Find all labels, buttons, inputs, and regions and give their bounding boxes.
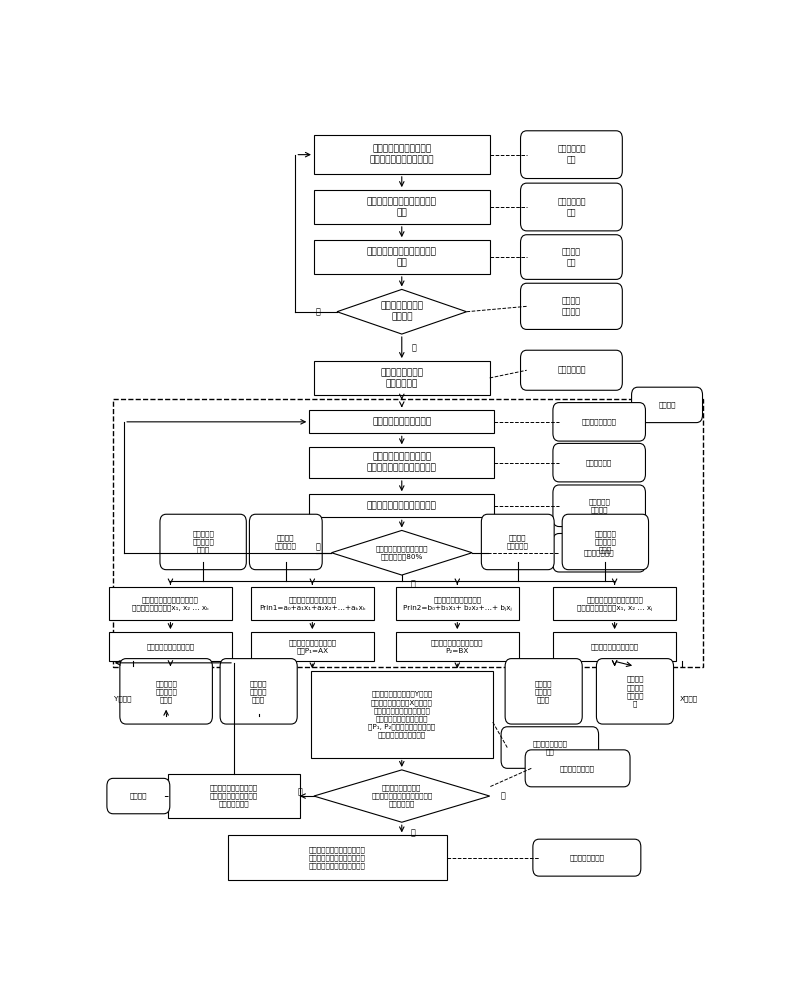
FancyBboxPatch shape (107, 778, 170, 814)
Text: 否: 否 (411, 829, 416, 838)
Text: 实时显示第一主成分和第
二主成分所生成坐标处于
封闭区域的位置: 实时显示第一主成分和第 二主成分所生成坐标处于 封闭区域的位置 (210, 785, 258, 807)
Text: 根据设定条件判断
目前所处工序: 根据设定条件判断 目前所处工序 (380, 368, 423, 388)
Text: 当前工序: 当前工序 (658, 402, 676, 408)
Text: 得出第二主成分表达式：
Prin2=b₀+b₁x₁+ b₂x₂+…+ bⱼxⱼ: 得出第二主成分表达式： Prin2=b₀+b₁x₁+ b₂x₂+…+ bⱼxⱼ (403, 597, 512, 611)
FancyBboxPatch shape (228, 835, 447, 880)
Text: 判断两个主成分累积贡献率
是否大于等于80%: 判断两个主成分累积贡献率 是否大于等于80% (376, 545, 428, 560)
Text: 确定第一
主成分步骤: 确定第一 主成分步骤 (275, 535, 297, 549)
Text: 寻找第一主成分和第二主成分: 寻找第一主成分和第二主成分 (367, 501, 437, 510)
Text: 显示步骤: 显示步骤 (130, 793, 147, 799)
Text: 获取第一主成分表达式中所涉
及变量的实时数据：x₁, x₂ … xₖ: 获取第一主成分表达式中所涉 及变量的实时数据：x₁, x₂ … xₖ (132, 596, 209, 611)
Text: 带入历史数据计算得分矩
阵：P₁=AX: 带入历史数据计算得分矩 阵：P₁=AX (288, 639, 337, 654)
FancyBboxPatch shape (314, 135, 490, 174)
Text: 计算第二
主成分得
分步骤: 计算第二 主成分得 分步骤 (535, 680, 552, 703)
Text: 数据存储
步骤: 数据存储 步骤 (562, 247, 581, 267)
Text: 计算第一主成分实时得分: 计算第一主成分实时得分 (146, 643, 194, 650)
FancyBboxPatch shape (249, 514, 322, 570)
FancyBboxPatch shape (553, 632, 677, 661)
FancyBboxPatch shape (553, 533, 646, 572)
FancyBboxPatch shape (521, 131, 622, 179)
Text: 获取第二主
成分实时数
据步骤: 获取第二主 成分实时数 据步骤 (595, 531, 616, 553)
FancyBboxPatch shape (482, 514, 554, 570)
FancyBboxPatch shape (525, 750, 630, 787)
Polygon shape (314, 770, 490, 822)
FancyBboxPatch shape (251, 587, 374, 620)
FancyBboxPatch shape (553, 443, 646, 482)
Text: 生产计划输入
步骤: 生产计划输入 步骤 (557, 145, 586, 165)
FancyBboxPatch shape (309, 447, 494, 478)
Text: 运行模式报警步骤: 运行模式报警步骤 (569, 854, 604, 861)
FancyBboxPatch shape (314, 361, 490, 395)
FancyBboxPatch shape (533, 839, 641, 876)
Text: X坐标值: X坐标值 (680, 696, 698, 702)
Text: 数据清洗步骤: 数据清洗步骤 (586, 459, 612, 466)
Text: 确定工序步骤: 确定工序步骤 (557, 366, 586, 375)
FancyBboxPatch shape (553, 485, 646, 527)
Text: 计算第二主成分得分矩阵：
P₂=BX: 计算第二主成分得分矩阵： P₂=BX (431, 640, 483, 654)
Text: 是: 是 (298, 788, 302, 797)
FancyBboxPatch shape (120, 659, 213, 724)
FancyBboxPatch shape (501, 727, 599, 768)
Text: 否: 否 (412, 343, 416, 352)
Text: Y坐标值: Y坐标值 (114, 696, 131, 702)
Text: 确定第二
主成分步骤: 确定第二 主成分步骤 (507, 535, 529, 549)
FancyBboxPatch shape (309, 410, 494, 433)
Text: 获取历史数据步骤: 获取历史数据步骤 (582, 419, 617, 425)
FancyBboxPatch shape (396, 632, 519, 661)
FancyBboxPatch shape (521, 283, 622, 329)
FancyBboxPatch shape (521, 235, 622, 279)
FancyBboxPatch shape (596, 659, 673, 724)
Text: 获取第一主
成分实时数
据步骤: 获取第一主 成分实时数 据步骤 (192, 531, 214, 553)
FancyBboxPatch shape (251, 632, 374, 661)
Text: 删除历史数据中的异常值
（非正常生产状态下的数据）: 删除历史数据中的异常值 （非正常生产状态下的数据） (367, 453, 437, 473)
Text: 判断贡献率步骤: 判断贡献率步骤 (584, 549, 615, 556)
FancyBboxPatch shape (168, 774, 300, 818)
FancyBboxPatch shape (521, 183, 622, 231)
Text: 否: 否 (315, 542, 320, 551)
Text: 计算第一主
成分实时得
分步骤: 计算第一主 成分实时得 分步骤 (155, 680, 177, 703)
Text: 从数据库中获取历史数据: 从数据库中获取历史数据 (373, 417, 431, 426)
FancyBboxPatch shape (109, 587, 232, 620)
Text: 等待生产计划输入步骤：
等待某牌号产品的生产指令: 等待生产计划输入步骤： 等待某牌号产品的生产指令 (369, 145, 434, 165)
Text: 基于第一主成分（对应Y坐标）
和第二主成分（对应X坐标）得
分计算结果画出二维散点图，
并连接各点后得到封闭区域
（P₁, P₂），该区域即为处于正
常生产状态: 基于第一主成分（对应Y坐标） 和第二主成分（对应X坐标）得 分计算结果画出二维散… (369, 691, 435, 738)
FancyBboxPatch shape (310, 671, 493, 758)
Text: 生成正常运行模式
步骤: 生成正常运行模式 步骤 (533, 740, 568, 755)
Text: 计算第二
主成分实
时得分步
骤: 计算第二 主成分实 时得分步 骤 (626, 676, 644, 707)
FancyBboxPatch shape (314, 190, 490, 224)
Text: 得出第一主成分表达式：
Prin1=a₀+a₁x₁+a₂x₂+…+aₖxₖ: 得出第一主成分表达式： Prin1=a₀+a₁x₁+a₂x₂+…+aₖxₖ (259, 597, 366, 611)
Text: 是: 是 (411, 580, 416, 589)
Polygon shape (331, 530, 472, 575)
Text: 计算第二主成分实时得分: 计算第二主成分实时得分 (591, 643, 638, 650)
Text: 是: 是 (316, 307, 321, 316)
Text: 多变量主元
分析步骤: 多变量主元 分析步骤 (588, 498, 610, 513)
Text: 初始条件设置
步骤: 初始条件设置 步骤 (557, 197, 586, 217)
Text: 获取实时数据并存储形成历史
数据: 获取实时数据并存储形成历史 数据 (367, 247, 437, 267)
FancyBboxPatch shape (505, 659, 582, 724)
FancyBboxPatch shape (220, 659, 297, 724)
FancyBboxPatch shape (396, 587, 519, 620)
FancyBboxPatch shape (521, 350, 622, 390)
FancyBboxPatch shape (309, 494, 494, 517)
FancyBboxPatch shape (314, 240, 490, 274)
FancyBboxPatch shape (631, 387, 703, 423)
Text: 运行模式判定步骤: 运行模式判定步骤 (560, 765, 595, 772)
Text: 生产结束
判断步骤: 生产结束 判断步骤 (562, 296, 581, 316)
Text: 获取第二主成分表达式中所涉
及变量的实时数据：x₁, x₂ … xⱼ: 获取第二主成分表达式中所涉 及变量的实时数据：x₁, x₂ … xⱼ (577, 596, 652, 611)
FancyBboxPatch shape (160, 514, 246, 570)
Text: 判断主成分实时计算
结果是否处于代表正常生产模式
的封闭区域内: 判断主成分实时计算 结果是否处于代表正常生产模式 的封闭区域内 (371, 785, 432, 807)
Text: 是: 是 (501, 792, 505, 801)
Text: 设置该牌号产品生产工序判断
条件: 设置该牌号产品生产工序判断 条件 (367, 197, 437, 217)
FancyBboxPatch shape (562, 514, 649, 570)
FancyBboxPatch shape (109, 632, 232, 661)
Text: 当判定实时计算的主成分得分
结果在封闭区域外时，触发生
产非正常运行模式的状态报警: 当判定实时计算的主成分得分 结果在封闭区域外时，触发生 产非正常运行模式的状态报… (309, 846, 365, 869)
Polygon shape (337, 289, 466, 334)
FancyBboxPatch shape (553, 587, 677, 620)
Text: 计算第一
主成分得
分步骤: 计算第一 主成分得 分步骤 (250, 680, 267, 703)
Text: 判断间歇生产工序
是否结束: 判断间歇生产工序 是否结束 (380, 302, 423, 322)
FancyBboxPatch shape (553, 403, 646, 441)
FancyBboxPatch shape (113, 399, 703, 667)
